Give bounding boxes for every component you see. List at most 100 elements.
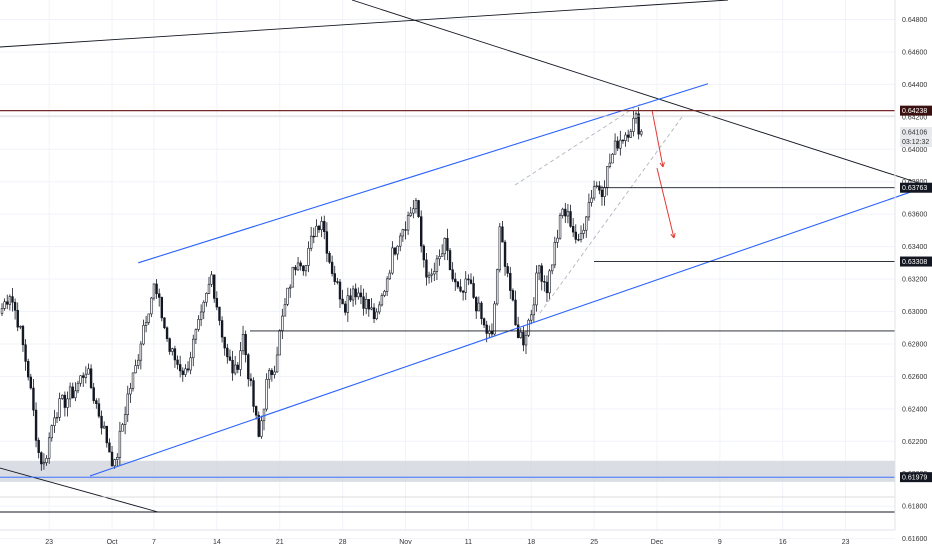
- candle-body: [192, 338, 195, 359]
- price-tick-label: 0.62800: [902, 341, 927, 348]
- candle-body: [197, 319, 200, 330]
- candle-body: [247, 354, 250, 380]
- candle-body: [13, 301, 17, 311]
- candle-body: [155, 283, 158, 295]
- candle-body: [134, 365, 137, 374]
- candle-body: [621, 139, 625, 142]
- candle-body: [116, 457, 119, 460]
- candle-body: [278, 330, 281, 356]
- candle-body: [388, 272, 391, 280]
- candle-body: [218, 306, 221, 321]
- candle-body: [548, 270, 551, 294]
- candle-body: [401, 229, 405, 237]
- candle-body: [558, 215, 562, 239]
- candle-body: [448, 250, 452, 271]
- candle-body: [315, 225, 318, 238]
- candle-body: [11, 296, 14, 303]
- candle-body: [417, 200, 420, 217]
- candle-body: [351, 288, 355, 301]
- price-axis[interactable]: 0.64800 0.64600 0.64400 0.64200 0.64000 0.638…: [894, 0, 927, 543]
- candle-body: [522, 331, 525, 346]
- candle-body: [296, 262, 300, 271]
- candle-body: [409, 212, 412, 216]
- candle-body: [158, 293, 161, 298]
- candle-body: [304, 265, 308, 272]
- projection-arrow-1: [651, 109, 664, 168]
- candle-body: [582, 229, 585, 234]
- candle-body: [328, 253, 331, 263]
- drawing-tools-layer[interactable]: [0, 0, 929, 513]
- time-tick-label: 16: [779, 539, 787, 546]
- candle-body: [8, 296, 12, 305]
- time-tick-label: 23: [45, 539, 53, 546]
- candle-body: [42, 462, 46, 465]
- candle-body: [467, 278, 470, 281]
- candle-body: [406, 215, 410, 231]
- price-tick-label: 0.63600: [902, 212, 927, 219]
- countdown-label: 03:12:32: [902, 139, 929, 146]
- time-tick-label: Oct: [107, 539, 118, 546]
- trendline-upper-long[interactable]: [0, 0, 729, 48]
- candle-body: [137, 359, 140, 366]
- candle-body: [367, 299, 370, 310]
- candle-body: [435, 258, 439, 272]
- candle-body: [598, 185, 601, 191]
- candle-body: [364, 299, 368, 309]
- price-label-level-1: 0.63763: [902, 185, 927, 192]
- candle-body: [320, 221, 323, 231]
- time-tick-label: 25: [590, 539, 598, 546]
- candle-body: [113, 459, 116, 467]
- candle-body: [323, 221, 326, 232]
- candle-body: [26, 361, 30, 378]
- candle-body: [430, 273, 433, 276]
- candle-body: [543, 281, 546, 283]
- candle-body: [349, 295, 352, 301]
- candle-body: [0, 308, 4, 314]
- time-tick-label: 23: [842, 539, 850, 546]
- candle-body: [509, 272, 512, 291]
- candle-body: [50, 425, 53, 439]
- candle-body: [585, 216, 588, 231]
- candle-body: [228, 356, 232, 361]
- demand-zone: [0, 460, 895, 482]
- candle-body: [34, 409, 38, 441]
- price-tick-label: 0.63000: [902, 309, 927, 316]
- candle-body: [595, 185, 598, 188]
- candle-body: [330, 261, 334, 274]
- trendline-descending[interactable]: [351, 0, 929, 187]
- candle-body: [213, 274, 216, 299]
- candle-body: [336, 281, 339, 283]
- candle-body: [79, 375, 82, 384]
- candle-body: [268, 370, 271, 380]
- candle-body: [270, 370, 274, 375]
- trendline-lower-left[interactable]: [0, 467, 159, 513]
- candle-body: [273, 371, 276, 375]
- time-axis[interactable]: 23 Oct 7 14 21 28 Nov 11 18 25 Dec 9 16 23: [0, 529, 895, 546]
- candle-body: [338, 281, 342, 300]
- candle-body: [592, 186, 596, 199]
- candle-body: [126, 393, 129, 415]
- candle-body: [556, 237, 559, 243]
- price-tick-label: 0.62600: [902, 374, 927, 381]
- candle-body: [231, 359, 234, 374]
- candle-body: [527, 319, 530, 336]
- candle-body: [498, 226, 501, 271]
- candle-body: [514, 299, 517, 326]
- candle-body: [579, 233, 583, 240]
- wedge-upper-guide: [514, 103, 641, 186]
- candle-body: [205, 292, 208, 303]
- candle-body: [443, 237, 446, 255]
- time-tick-label: 7: [152, 539, 156, 546]
- candle-body: [493, 303, 496, 335]
- candle-body: [281, 315, 284, 331]
- candle-body: [396, 245, 399, 255]
- candle-body: [223, 336, 226, 349]
- candle-body: [506, 266, 509, 274]
- candle-body: [600, 189, 604, 197]
- channel-upper-line[interactable]: [138, 83, 709, 264]
- price-label-bg-support: [900, 472, 932, 483]
- candle-body: [346, 295, 350, 313]
- price-tick-label: 0.63200: [902, 277, 927, 284]
- price-levels-layer[interactable]: [0, 109, 895, 513]
